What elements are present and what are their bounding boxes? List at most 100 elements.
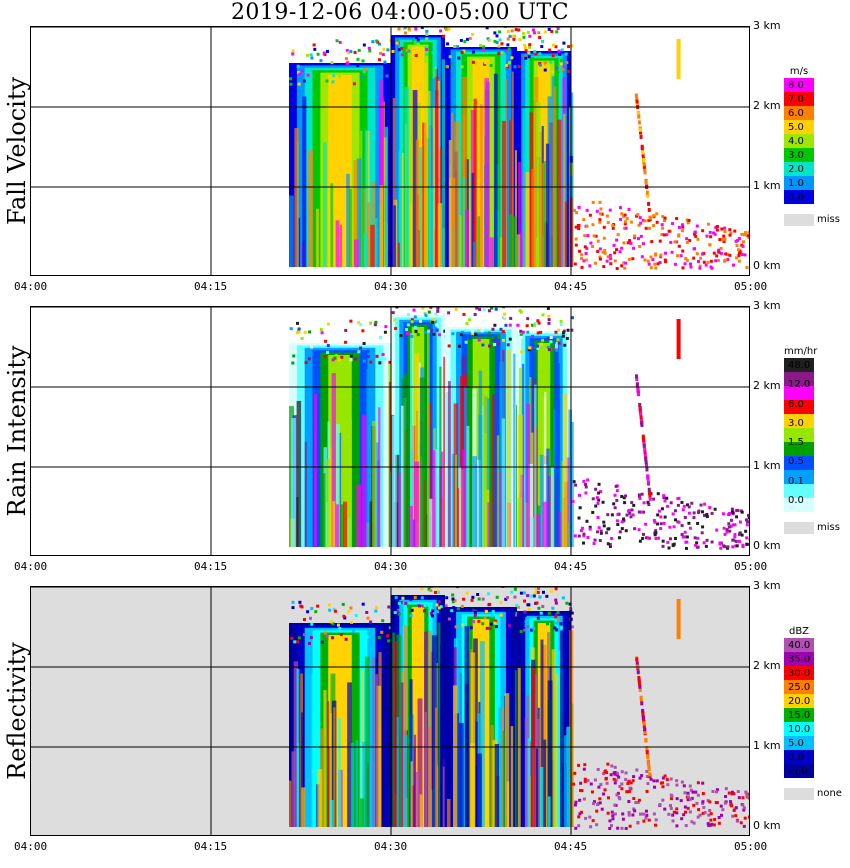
legend-swatch	[784, 498, 814, 512]
storm-speckle	[361, 631, 365, 635]
storm-streak	[342, 501, 348, 547]
storm-speckle	[429, 588, 433, 592]
storm-speckle	[545, 594, 549, 598]
trailing-echo	[645, 789, 649, 793]
trailing-echo	[608, 543, 612, 547]
trailing-echo	[616, 523, 620, 527]
time-tick-label: 05:00	[734, 280, 768, 293]
storm-streak	[289, 780, 292, 827]
trailing-echo	[627, 800, 631, 804]
storm-streak	[398, 150, 402, 267]
trailing-echo	[683, 805, 687, 809]
storm-speckle	[500, 42, 504, 46]
trailing-echo	[638, 776, 642, 780]
storm-speckle	[567, 45, 571, 49]
height-tick-label: 0 km	[753, 539, 781, 552]
storm-speckle	[477, 619, 481, 623]
fall-streak	[644, 738, 648, 743]
trailing-echo	[659, 515, 663, 519]
storm-streak	[539, 454, 544, 547]
storm-streak	[557, 650, 561, 827]
trailing-echo	[740, 510, 744, 514]
fall-streak	[637, 677, 641, 682]
storm-streak	[339, 504, 344, 547]
trailing-echo	[636, 801, 640, 805]
trailing-echo	[588, 525, 592, 529]
storm-speckle	[410, 334, 414, 338]
storm-streak	[493, 73, 498, 267]
trailing-echo	[709, 235, 713, 239]
storm-speckle	[534, 591, 538, 595]
trailing-echo	[585, 246, 589, 250]
trailing-echo	[719, 804, 723, 808]
storm-streak	[530, 517, 534, 547]
storm-speckle	[413, 596, 417, 600]
storm-speckle	[375, 39, 379, 43]
trailing-echo	[634, 801, 638, 805]
storm-streak	[459, 215, 462, 267]
storm-streak	[317, 769, 323, 827]
storm-streak	[563, 735, 568, 827]
storm-speckle	[538, 52, 542, 56]
trailing-echo	[703, 513, 707, 517]
storm-speckle	[555, 58, 559, 62]
trailing-echo	[618, 250, 622, 254]
storm-streak	[291, 418, 297, 547]
storm-streak	[415, 771, 419, 827]
trailing-echo	[661, 776, 665, 780]
fall-streak	[642, 164, 646, 169]
trailing-echo	[718, 238, 722, 242]
trailing-echo	[643, 219, 647, 223]
storm-streak	[440, 645, 443, 827]
fall-streak	[644, 455, 648, 460]
trailing-echo	[728, 529, 732, 533]
storm-speckle	[456, 45, 460, 49]
storm-speckle	[497, 335, 501, 339]
trailing-echo	[706, 799, 710, 803]
trailing-echo	[644, 226, 648, 230]
trailing-echo	[741, 244, 745, 248]
storm-speckle	[555, 348, 559, 352]
storm-speckle	[381, 53, 385, 57]
storm-speckle	[531, 323, 535, 327]
storm-streak	[364, 130, 369, 267]
trailing-echo	[586, 779, 590, 783]
storm-speckle	[413, 315, 417, 319]
fall-streak	[645, 463, 649, 468]
trailing-echo	[654, 536, 658, 540]
storm-speckle	[556, 338, 560, 342]
storm-streak	[397, 242, 400, 267]
storm-speckle	[508, 624, 512, 628]
trailing-echo	[737, 259, 741, 263]
trailing-echo	[597, 526, 601, 530]
trailing-echo	[736, 248, 740, 252]
trailing-echo	[688, 238, 692, 242]
trailing-echo	[642, 812, 646, 816]
storm-speckle	[548, 48, 552, 52]
storm-speckle	[292, 624, 296, 628]
storm-speckle	[475, 307, 479, 310]
trailing-echo	[584, 491, 588, 495]
storm-speckle	[523, 628, 527, 632]
trailing-echo	[589, 825, 593, 829]
trailing-echo	[592, 802, 596, 806]
trailing-echo	[583, 777, 587, 781]
trailing-echo	[710, 540, 714, 544]
storm-speckle	[549, 340, 553, 344]
storm-speckle	[493, 338, 497, 342]
trailing-echo	[742, 233, 746, 237]
storm-speckle	[504, 597, 508, 601]
trailing-echo	[624, 826, 628, 830]
storm-speckle	[480, 329, 484, 333]
trailing-echo	[692, 821, 696, 825]
trailing-echo	[730, 804, 734, 808]
storm-speckle	[310, 607, 314, 611]
trailing-echo	[740, 533, 744, 537]
storm-speckle	[554, 601, 558, 605]
storm-speckle	[456, 607, 460, 611]
trailing-echo	[699, 256, 703, 260]
storm-streak	[339, 224, 342, 267]
storm-speckle	[329, 620, 333, 624]
trailing-echo	[717, 821, 721, 825]
storm-speckle	[407, 27, 411, 31]
